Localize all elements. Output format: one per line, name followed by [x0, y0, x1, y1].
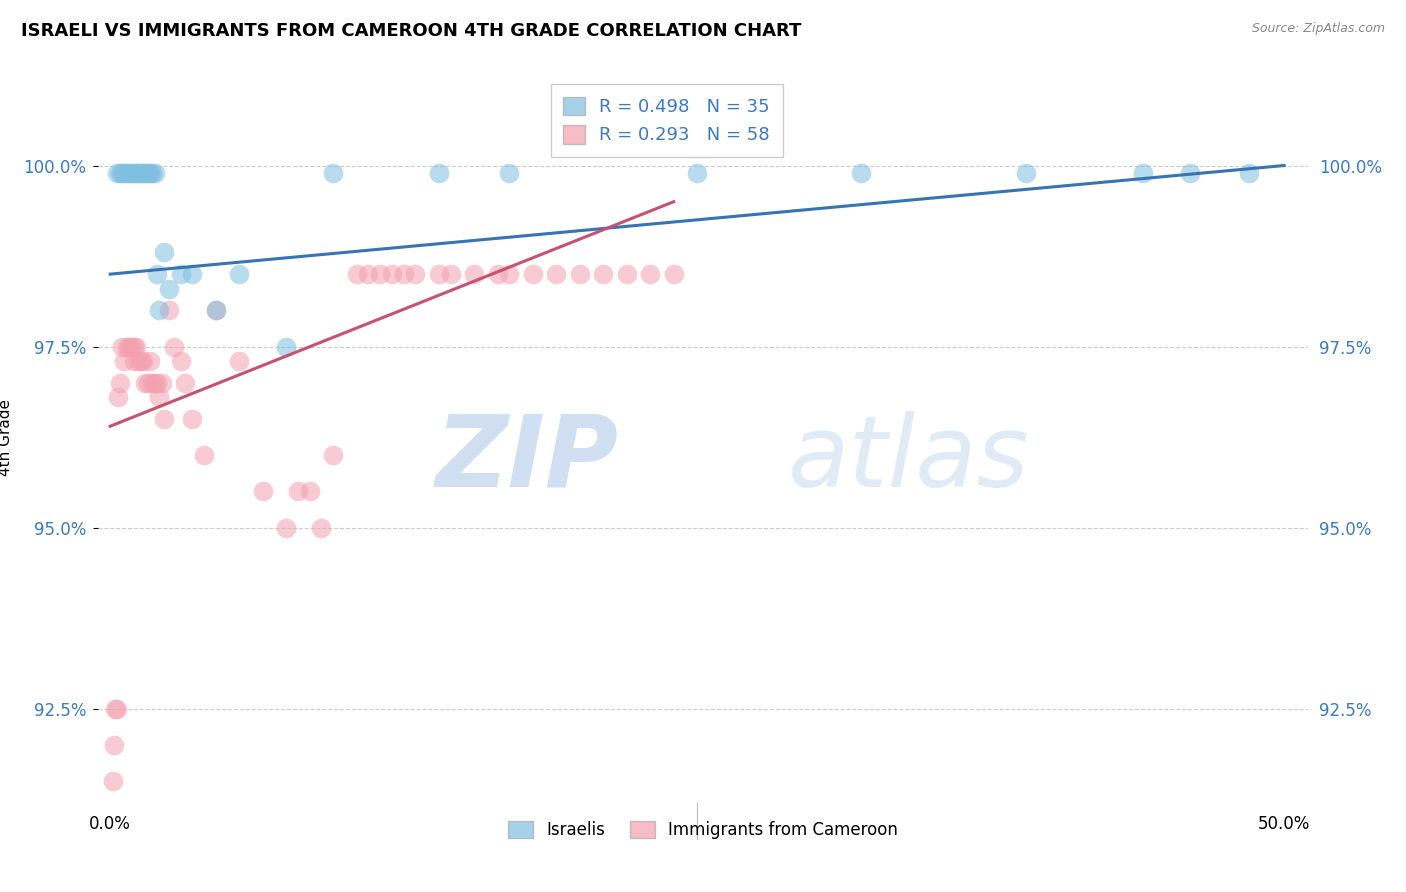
Point	[1015, 166, 1038, 180]
Point	[120, 166, 142, 180]
Point	[322, 448, 344, 462]
Point	[346, 267, 368, 281]
Point	[1237, 166, 1260, 180]
Point	[392, 267, 415, 281]
Point	[662, 267, 685, 281]
Point	[148, 390, 170, 404]
Point	[638, 267, 661, 281]
Point	[111, 166, 134, 180]
Point	[287, 484, 309, 499]
Point	[153, 245, 176, 260]
Point	[125, 340, 148, 354]
Point	[368, 267, 391, 281]
Point	[115, 166, 138, 180]
Point	[111, 340, 134, 354]
Point	[439, 267, 461, 281]
Point	[118, 166, 141, 180]
Point	[112, 166, 135, 180]
Point	[427, 166, 450, 180]
Text: ISRAELI VS IMMIGRANTS FROM CAMEROON 4TH GRADE CORRELATION CHART: ISRAELI VS IMMIGRANTS FROM CAMEROON 4TH …	[21, 22, 801, 40]
Point	[381, 267, 404, 281]
Point	[107, 390, 129, 404]
Point	[463, 267, 485, 281]
Point	[120, 340, 142, 354]
Point	[122, 354, 145, 368]
Point	[298, 484, 321, 499]
Point	[143, 166, 166, 180]
Point	[252, 484, 274, 499]
Point	[193, 448, 215, 462]
Point	[115, 340, 138, 354]
Point	[139, 354, 162, 368]
Point	[169, 267, 191, 281]
Point	[311, 520, 333, 534]
Point	[127, 166, 149, 180]
Point	[132, 166, 155, 180]
Point	[228, 354, 250, 368]
Point	[134, 166, 156, 180]
Point	[104, 701, 127, 715]
Point	[146, 267, 169, 281]
Legend: Israelis, Immigrants from Cameroon: Israelis, Immigrants from Cameroon	[501, 814, 905, 846]
Point	[616, 267, 638, 281]
Point	[118, 340, 141, 354]
Point	[108, 166, 131, 180]
Point	[136, 166, 159, 180]
Point	[357, 267, 380, 281]
Point	[427, 267, 450, 281]
Point	[546, 267, 568, 281]
Point	[181, 267, 204, 281]
Point	[404, 267, 426, 281]
Point	[148, 303, 170, 318]
Point	[103, 738, 125, 752]
Point	[129, 166, 152, 180]
Point	[498, 166, 520, 180]
Point	[1180, 166, 1202, 180]
Point	[204, 303, 226, 318]
Point	[181, 412, 204, 426]
Point	[122, 340, 145, 354]
Point	[150, 376, 173, 390]
Y-axis label: 4th Grade: 4th Grade	[0, 399, 13, 475]
Point	[125, 166, 148, 180]
Point	[162, 340, 184, 354]
Point	[141, 376, 163, 390]
Point	[568, 267, 591, 281]
Point	[105, 166, 128, 180]
Point	[322, 166, 344, 180]
Point	[592, 267, 614, 281]
Point	[129, 354, 152, 368]
Point	[1132, 166, 1154, 180]
Point	[122, 166, 145, 180]
Point	[143, 376, 166, 390]
Point	[522, 267, 544, 281]
Point	[498, 267, 520, 281]
Point	[132, 354, 155, 368]
Point	[157, 303, 180, 318]
Point	[276, 340, 298, 354]
Point	[851, 166, 873, 180]
Point	[105, 701, 128, 715]
Point	[127, 354, 149, 368]
Text: Source: ZipAtlas.com: Source: ZipAtlas.com	[1251, 22, 1385, 36]
Point	[141, 166, 163, 180]
Point	[134, 376, 156, 390]
Point	[686, 166, 709, 180]
Point	[228, 267, 250, 281]
Point	[139, 166, 162, 180]
Point	[112, 354, 135, 368]
Point	[486, 267, 509, 281]
Point	[136, 376, 159, 390]
Point	[101, 774, 124, 789]
Point	[157, 282, 180, 296]
Point	[204, 303, 226, 318]
Point	[108, 376, 131, 390]
Text: ZIP: ZIP	[436, 410, 619, 508]
Text: atlas: atlas	[787, 410, 1029, 508]
Point	[174, 376, 197, 390]
Point	[153, 412, 176, 426]
Point	[276, 520, 298, 534]
Point	[146, 376, 169, 390]
Point	[169, 354, 191, 368]
